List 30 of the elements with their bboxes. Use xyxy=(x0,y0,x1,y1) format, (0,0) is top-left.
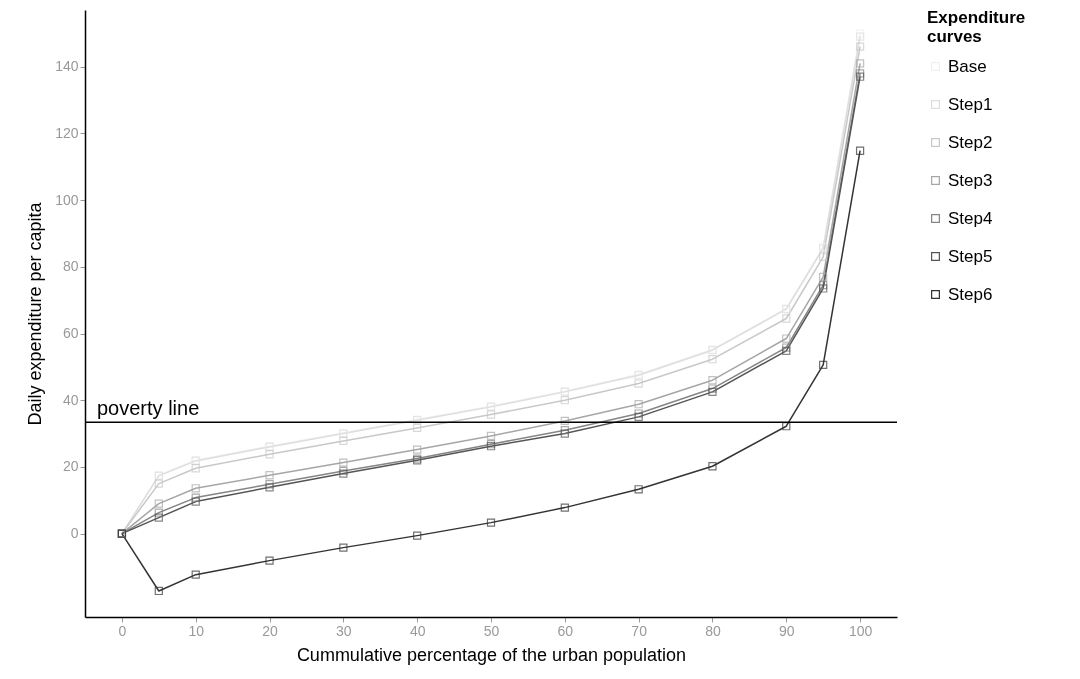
legend-label: Step1 xyxy=(948,94,993,114)
legend-label: Step4 xyxy=(948,208,993,228)
x-tick-label: 20 xyxy=(262,622,279,639)
y-tick-label: 20 xyxy=(62,458,79,475)
x-axis-title: Cummulative percentage of the urban population xyxy=(296,644,687,665)
y-tick-label: 0 xyxy=(70,525,79,542)
x-tick-label: 70 xyxy=(631,622,648,639)
legend-label: Step5 xyxy=(948,246,993,266)
y-axis-title: Daily expenditure per capita xyxy=(25,201,46,426)
y-tick-label: 60 xyxy=(62,325,79,342)
x-tick-label: 60 xyxy=(557,622,574,639)
x-tick-label: 0 xyxy=(118,622,127,639)
y-tick-label: 40 xyxy=(62,391,79,408)
x-tick-label: 90 xyxy=(778,622,795,639)
legend-label: Step3 xyxy=(948,170,993,190)
x-tick-label: 80 xyxy=(705,622,721,639)
legend-label: Base xyxy=(948,56,987,76)
x-tick-label: 50 xyxy=(483,622,500,639)
legend-label: Step6 xyxy=(948,284,993,304)
ref-line-label: poverty line xyxy=(97,397,200,420)
y-tick-label: 100 xyxy=(55,191,79,208)
y-tick-label: 140 xyxy=(55,58,79,75)
legend-label: Step2 xyxy=(948,132,993,152)
legend-title: Expenditure curves xyxy=(927,8,1026,46)
x-tick-label: 40 xyxy=(409,622,426,639)
x-tick-label: 30 xyxy=(336,622,352,639)
x-tick-label: 100 xyxy=(848,622,873,639)
y-tick-label: 120 xyxy=(55,124,79,141)
x-tick-label: 10 xyxy=(188,622,205,639)
y-tick-label: 80 xyxy=(62,258,79,275)
